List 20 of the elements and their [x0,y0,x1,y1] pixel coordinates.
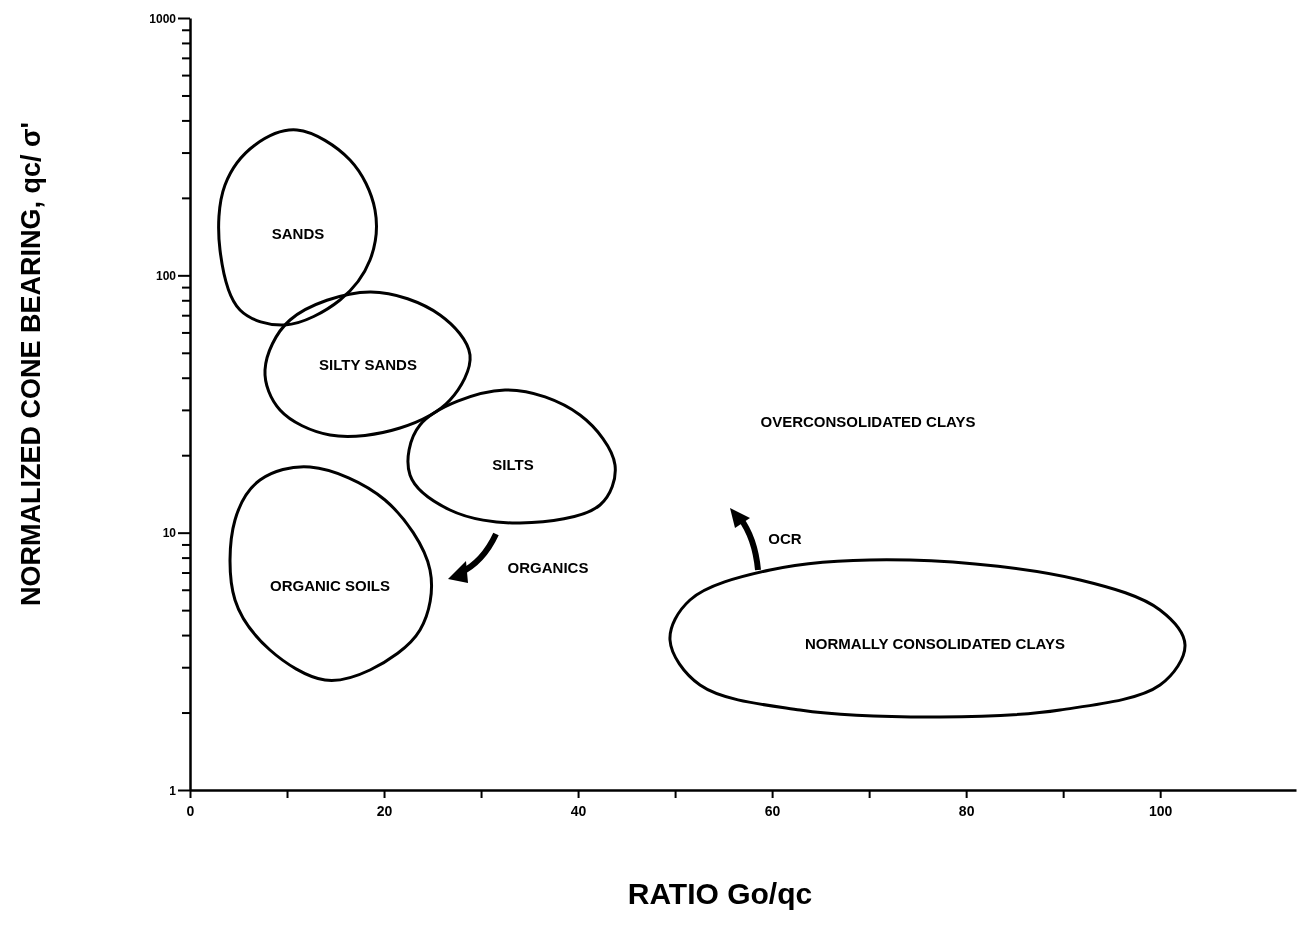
y-tick-label: 10 [162,526,177,541]
annotation: SILTS [492,456,534,473]
x-tick-label: 40 [570,802,587,819]
x-tick-label: 20 [376,802,393,819]
x-tick-label: 80 [958,802,975,819]
y-tick-label: 1000 [149,11,177,26]
y-tick-label: 1 [169,783,177,798]
annotation: SILTY SANDS [319,356,417,373]
x-axis-title: RATIO Go/qc [627,877,813,910]
annotation: ORGANIC SOILS [269,577,391,594]
x-tick-label: 0 [186,802,195,819]
x-tick-label: 60 [764,802,781,819]
annotation: SANDS [271,225,325,242]
annotation: NORMALLY CONSOLIDATED CLAYS [804,635,1066,652]
annotation: OCR [768,530,802,547]
y-tick-label: 100 [155,268,177,283]
annotation: OVERCONSOLIDATED CLAYS [760,413,976,430]
x-tick-label: 100 [1149,802,1173,819]
y-axis-title: NORMALIZED CONE BEARING, qc/ σ' [16,122,46,606]
annotation: ORGANICS [507,559,589,576]
